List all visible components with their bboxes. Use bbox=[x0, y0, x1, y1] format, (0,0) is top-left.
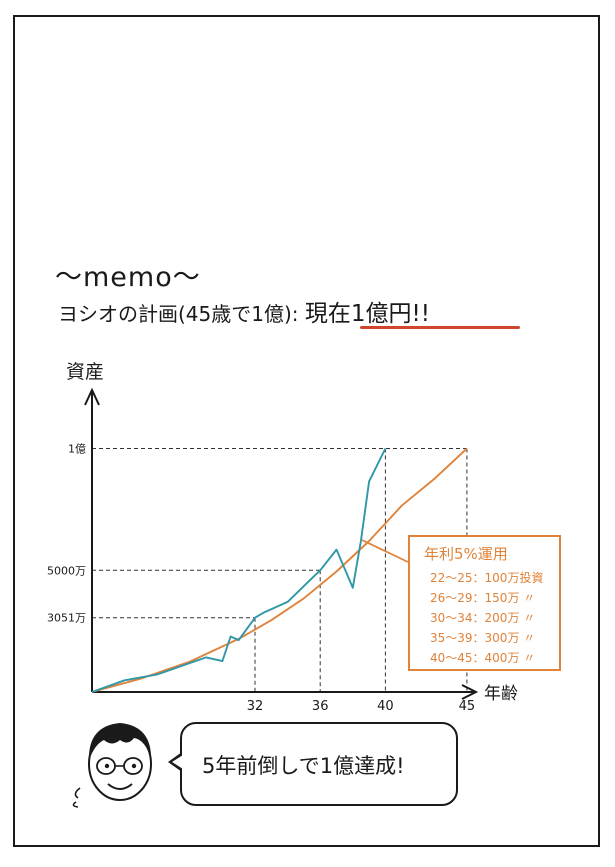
yoshio-face-icon bbox=[72, 723, 152, 808]
y-tick-label: 5000万 bbox=[47, 564, 86, 577]
x-tick-label: 40 bbox=[377, 699, 394, 714]
x-tick-label: 45 bbox=[459, 699, 476, 714]
x-axis-label: 年齢 bbox=[484, 684, 518, 704]
note-line: 26〜29：150万 〃 bbox=[430, 591, 536, 605]
series-line-actual bbox=[91, 448, 387, 693]
plan-text: ヨシオの計画(45歳で1億): bbox=[58, 302, 299, 326]
highlight-underline bbox=[360, 326, 520, 329]
plan-highlight: 現在1億円!! bbox=[304, 301, 430, 327]
note-line: 22〜25：100万投資 bbox=[430, 571, 544, 585]
chart-tick-labels: 32 36 40 45 3051万 5000万 1億 bbox=[47, 443, 475, 715]
speech-bubble: 5年前倒しで1億達成! bbox=[180, 722, 458, 806]
note-title: 年利5%運用 bbox=[424, 545, 508, 563]
plan-line: ヨシオの計画(45歳で1億): 現在1億円!! bbox=[58, 294, 430, 328]
memo-title: 〜memo〜 bbox=[55, 262, 201, 293]
speech-tail-fill bbox=[172, 755, 183, 769]
y-axis-label: 資産 bbox=[66, 361, 104, 383]
x-tick-label: 32 bbox=[247, 699, 264, 714]
speech-text: 5年前倒しで1億達成! bbox=[202, 754, 405, 778]
chart-series bbox=[91, 447, 468, 693]
note-line: 40〜45：400万 〃 bbox=[430, 651, 536, 665]
x-tick-label: 36 bbox=[312, 699, 329, 714]
note-line: 30〜34：200万 〃 bbox=[430, 611, 536, 625]
chart-axes bbox=[84, 387, 479, 700]
series-line-planned bbox=[91, 447, 468, 693]
y-tick-label: 3051万 bbox=[47, 612, 86, 625]
comic-panel-frame bbox=[13, 15, 600, 847]
annotation-connector bbox=[361, 539, 409, 563]
note-line: 35〜39：300万 〃 bbox=[430, 631, 536, 645]
y-tick-label: 1億 bbox=[68, 443, 86, 456]
x-axis-arrow bbox=[461, 684, 479, 700]
investment-plan-note: 年利5%運用 22〜25：100万投資 26〜29：150万 〃 30〜34：2… bbox=[408, 535, 561, 671]
y-axis-arrow bbox=[84, 387, 100, 406]
